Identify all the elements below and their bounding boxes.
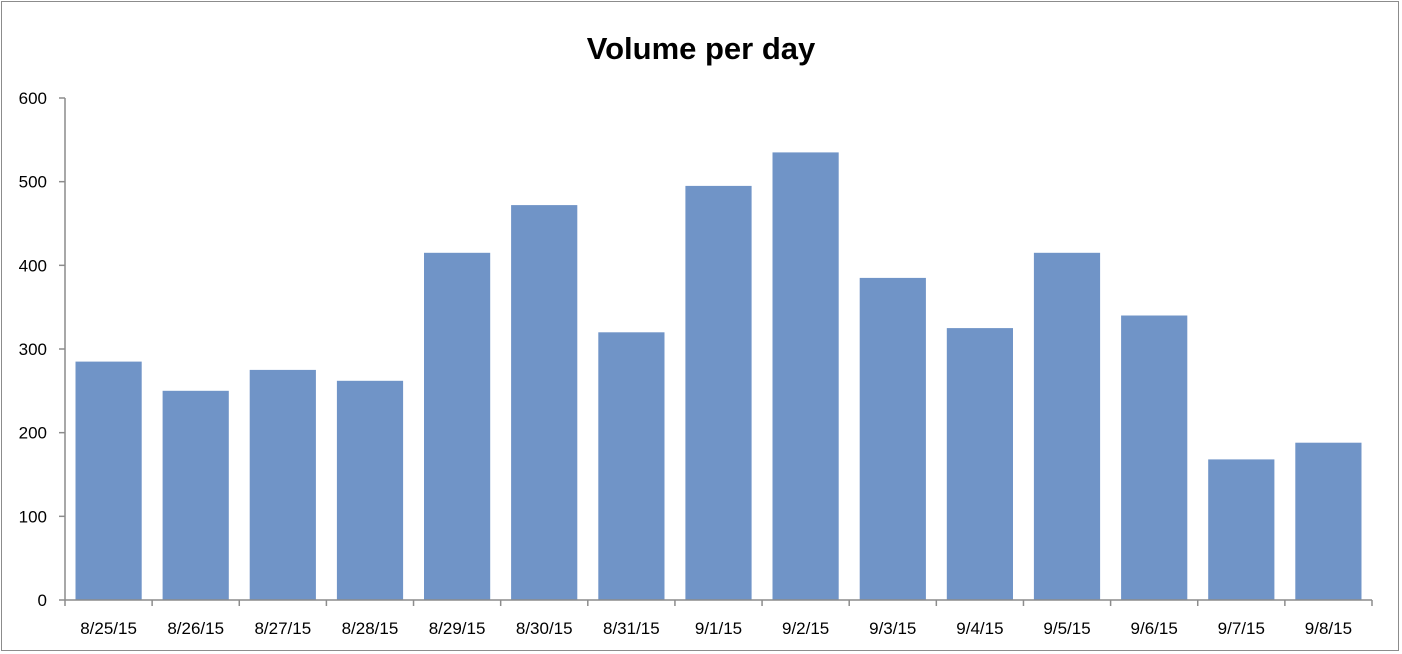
x-tick-label: 9/8/15 — [1305, 619, 1352, 638]
x-tick-label: 9/3/15 — [869, 619, 916, 638]
bar-8-29-15 — [424, 252, 491, 601]
axes — [59, 97, 1373, 606]
x-tick-label: 9/6/15 — [1131, 619, 1178, 638]
bars — [75, 152, 1362, 601]
bar-9-3-15 — [859, 277, 926, 600]
bar-8-27-15 — [249, 369, 316, 600]
bar-9-5-15 — [1033, 252, 1101, 601]
x-tick-label: 9/5/15 — [1043, 619, 1090, 638]
bar-8-25-15 — [75, 361, 142, 600]
y-tick-label: 300 — [19, 340, 47, 359]
x-tick-labels: 8/25/15 8/26/15 8/27/15 8/28/15 8/29/15 8/30/… — [80, 619, 1352, 638]
bar-8-28-15 — [336, 380, 404, 600]
x-tick-label: 8/29/15 — [429, 619, 486, 638]
x-tick-label: 8/31/15 — [603, 619, 660, 638]
bar-9-8-15 — [1295, 442, 1362, 600]
x-tick-label: 8/30/15 — [516, 619, 573, 638]
y-tick-label: 0 — [38, 591, 47, 610]
y-tick-label: 400 — [19, 256, 47, 275]
bar-8-31-15 — [598, 332, 665, 600]
y-tick-labels: 0 100 200 300 400 500 600 — [19, 89, 47, 610]
y-tick-label: 100 — [19, 507, 47, 526]
x-tick-label: 8/25/15 — [80, 619, 137, 638]
x-tick-label: 9/2/15 — [782, 619, 829, 638]
x-tick-label: 8/27/15 — [254, 619, 311, 638]
x-tick-label: 9/7/15 — [1218, 619, 1265, 638]
x-tick-label: 9/4/15 — [956, 619, 1003, 638]
bar-8-26-15 — [162, 390, 229, 600]
bar-9-4-15 — [946, 328, 1013, 600]
bar-9-7-15 — [1208, 459, 1275, 600]
x-tick-label: 9/1/15 — [695, 619, 742, 638]
bar-8-30-15 — [511, 205, 578, 600]
y-tick-label: 200 — [19, 424, 47, 443]
x-tick-label: 8/28/15 — [342, 619, 399, 638]
bar-9-2-15 — [772, 152, 839, 600]
y-tick-label: 600 — [19, 89, 47, 108]
chart-title: Volume per day — [587, 31, 816, 66]
y-tick-label: 500 — [19, 173, 47, 192]
x-tick-label: 8/26/15 — [167, 619, 224, 638]
bar-9-6-15 — [1121, 315, 1188, 600]
bar-9-1-15 — [685, 185, 752, 600]
